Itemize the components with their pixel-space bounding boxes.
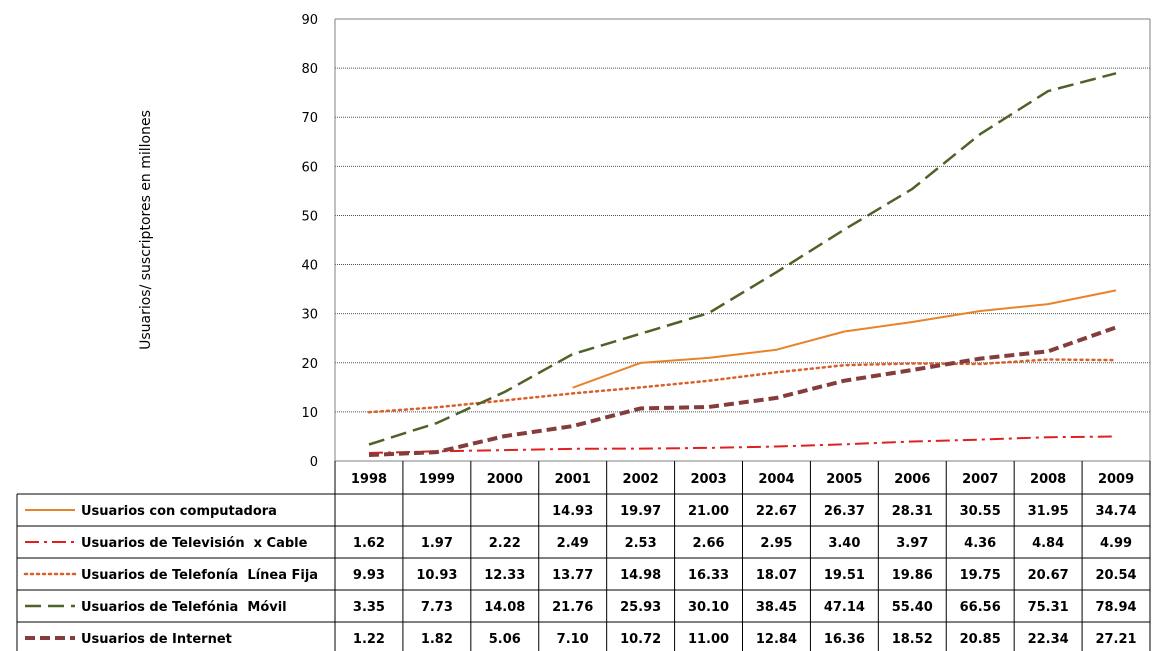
x-tick-label: 2006 [894, 472, 930, 487]
data-label: 3.35 [353, 600, 385, 615]
series-line-4 [368, 72, 1117, 446]
y-tick-label: 40 [301, 259, 318, 274]
y-tick-label: 10 [301, 406, 318, 421]
legend-label: Usuarios de Internet [81, 632, 232, 647]
plot-area [367, 72, 1118, 457]
x-tick-label: 1998 [351, 472, 387, 487]
data-label: 7.73 [421, 600, 453, 615]
data-label: 55.40 [892, 600, 933, 615]
data-label: 2.22 [489, 536, 521, 551]
y-tick-label: 70 [301, 111, 318, 126]
data-label: 12.84 [756, 632, 797, 647]
data-label: 27.21 [1095, 632, 1136, 647]
data-label: 9.93 [353, 568, 385, 583]
data-label: 34.74 [1095, 504, 1136, 519]
data-label: 20.85 [960, 632, 1001, 647]
x-tick-label: 2008 [1030, 472, 1066, 487]
data-label: 3.40 [828, 536, 860, 551]
x-tick-label: 2002 [623, 472, 659, 487]
data-label: 14.08 [484, 600, 525, 615]
data-label: 13.77 [552, 568, 593, 583]
data-label: 11.00 [688, 632, 729, 647]
data-table: 1998 1999 2000 2001 2002 2003 2004 2005 2006 2007… [16, 18, 1151, 651]
data-label: 38.45 [756, 600, 797, 615]
data-label: 1.97 [421, 536, 453, 551]
x-tick-label: 1999 [419, 472, 455, 487]
x-tick-label: 2001 [555, 472, 591, 487]
data-label: 2.66 [693, 536, 725, 551]
legend-label: Usuarios de Televisión x Cable [81, 536, 308, 551]
data-label: 1.22 [353, 632, 385, 647]
x-tick-label: 2007 [962, 472, 998, 487]
data-label: 14.98 [620, 568, 661, 583]
data-label: 20.67 [1028, 568, 1069, 583]
data-label: 1.62 [353, 536, 385, 551]
data-label: 31.95 [1028, 504, 1069, 519]
gridlines [334, 18, 1150, 462]
x-tick-label: 2005 [826, 472, 862, 487]
y-tick-label: 60 [301, 160, 318, 175]
data-label: 5.06 [489, 632, 521, 647]
x-tick-label: 2004 [758, 472, 794, 487]
data-label: 4.99 [1100, 536, 1132, 551]
data-label: 66.56 [960, 600, 1001, 615]
data-label: 22.34 [1028, 632, 1069, 647]
y-tick-label: 50 [301, 209, 318, 224]
data-label: 7.10 [557, 632, 589, 647]
data-label: 2.49 [557, 536, 589, 551]
data-label: 19.75 [960, 568, 1001, 583]
data-label: 18.52 [892, 632, 933, 647]
data-label: 10.72 [620, 632, 661, 647]
data-label: 28.31 [892, 504, 933, 519]
y-axis-label: Usuarios/ suscriptores en millones [138, 110, 154, 350]
data-label: 4.84 [1032, 536, 1064, 551]
data-label: 30.55 [960, 504, 1001, 519]
data-label: 2.95 [760, 536, 792, 551]
y-tick-label: 90 [301, 13, 318, 28]
data-label: 22.67 [756, 504, 797, 519]
data-label: 19.97 [620, 504, 661, 519]
y-axis-ticks: 0 10 20 30 40 50 60 70 80 90 [301, 13, 318, 470]
data-label: 78.94 [1095, 600, 1136, 615]
x-tick-label: 2009 [1098, 472, 1134, 487]
series-line-1 [572, 289, 1117, 389]
data-label: 4.36 [964, 536, 996, 551]
y-tick-label: 0 [310, 455, 318, 470]
legend-label: Usuarios con computadora [81, 504, 277, 519]
data-label: 14.93 [552, 504, 593, 519]
data-label: 12.33 [484, 568, 525, 583]
data-label: 1.82 [421, 632, 453, 647]
data-label: 25.93 [620, 600, 661, 615]
legend-label: Usuarios de Telefonía Línea Fija [81, 568, 318, 583]
data-label: 26.37 [824, 504, 865, 519]
data-label: 2.53 [625, 536, 657, 551]
data-label: 3.97 [896, 536, 928, 551]
data-label: 30.10 [688, 600, 729, 615]
legend-label: Usuarios de Telefónia Móvil [81, 600, 287, 615]
data-label: 19.51 [824, 568, 865, 583]
data-label: 21.00 [688, 504, 729, 519]
series-line-3 [367, 358, 1118, 414]
series-line-5 [368, 325, 1117, 457]
y-tick-label: 30 [301, 308, 318, 323]
data-label: 75.31 [1028, 600, 1069, 615]
data-label: 19.86 [892, 568, 933, 583]
data-label: 47.14 [824, 600, 865, 615]
series-line-2 [368, 435, 1117, 454]
data-label: 10.93 [416, 568, 457, 583]
data-label: 16.33 [688, 568, 729, 583]
y-tick-label: 80 [301, 62, 318, 77]
x-tick-label: 2000 [487, 472, 523, 487]
x-tick-label: 2003 [690, 472, 726, 487]
data-label: 18.07 [756, 568, 797, 583]
data-label: 16.36 [824, 632, 865, 647]
data-label: 21.76 [552, 600, 593, 615]
data-label: 20.54 [1095, 568, 1136, 583]
y-tick-label: 20 [301, 357, 318, 372]
